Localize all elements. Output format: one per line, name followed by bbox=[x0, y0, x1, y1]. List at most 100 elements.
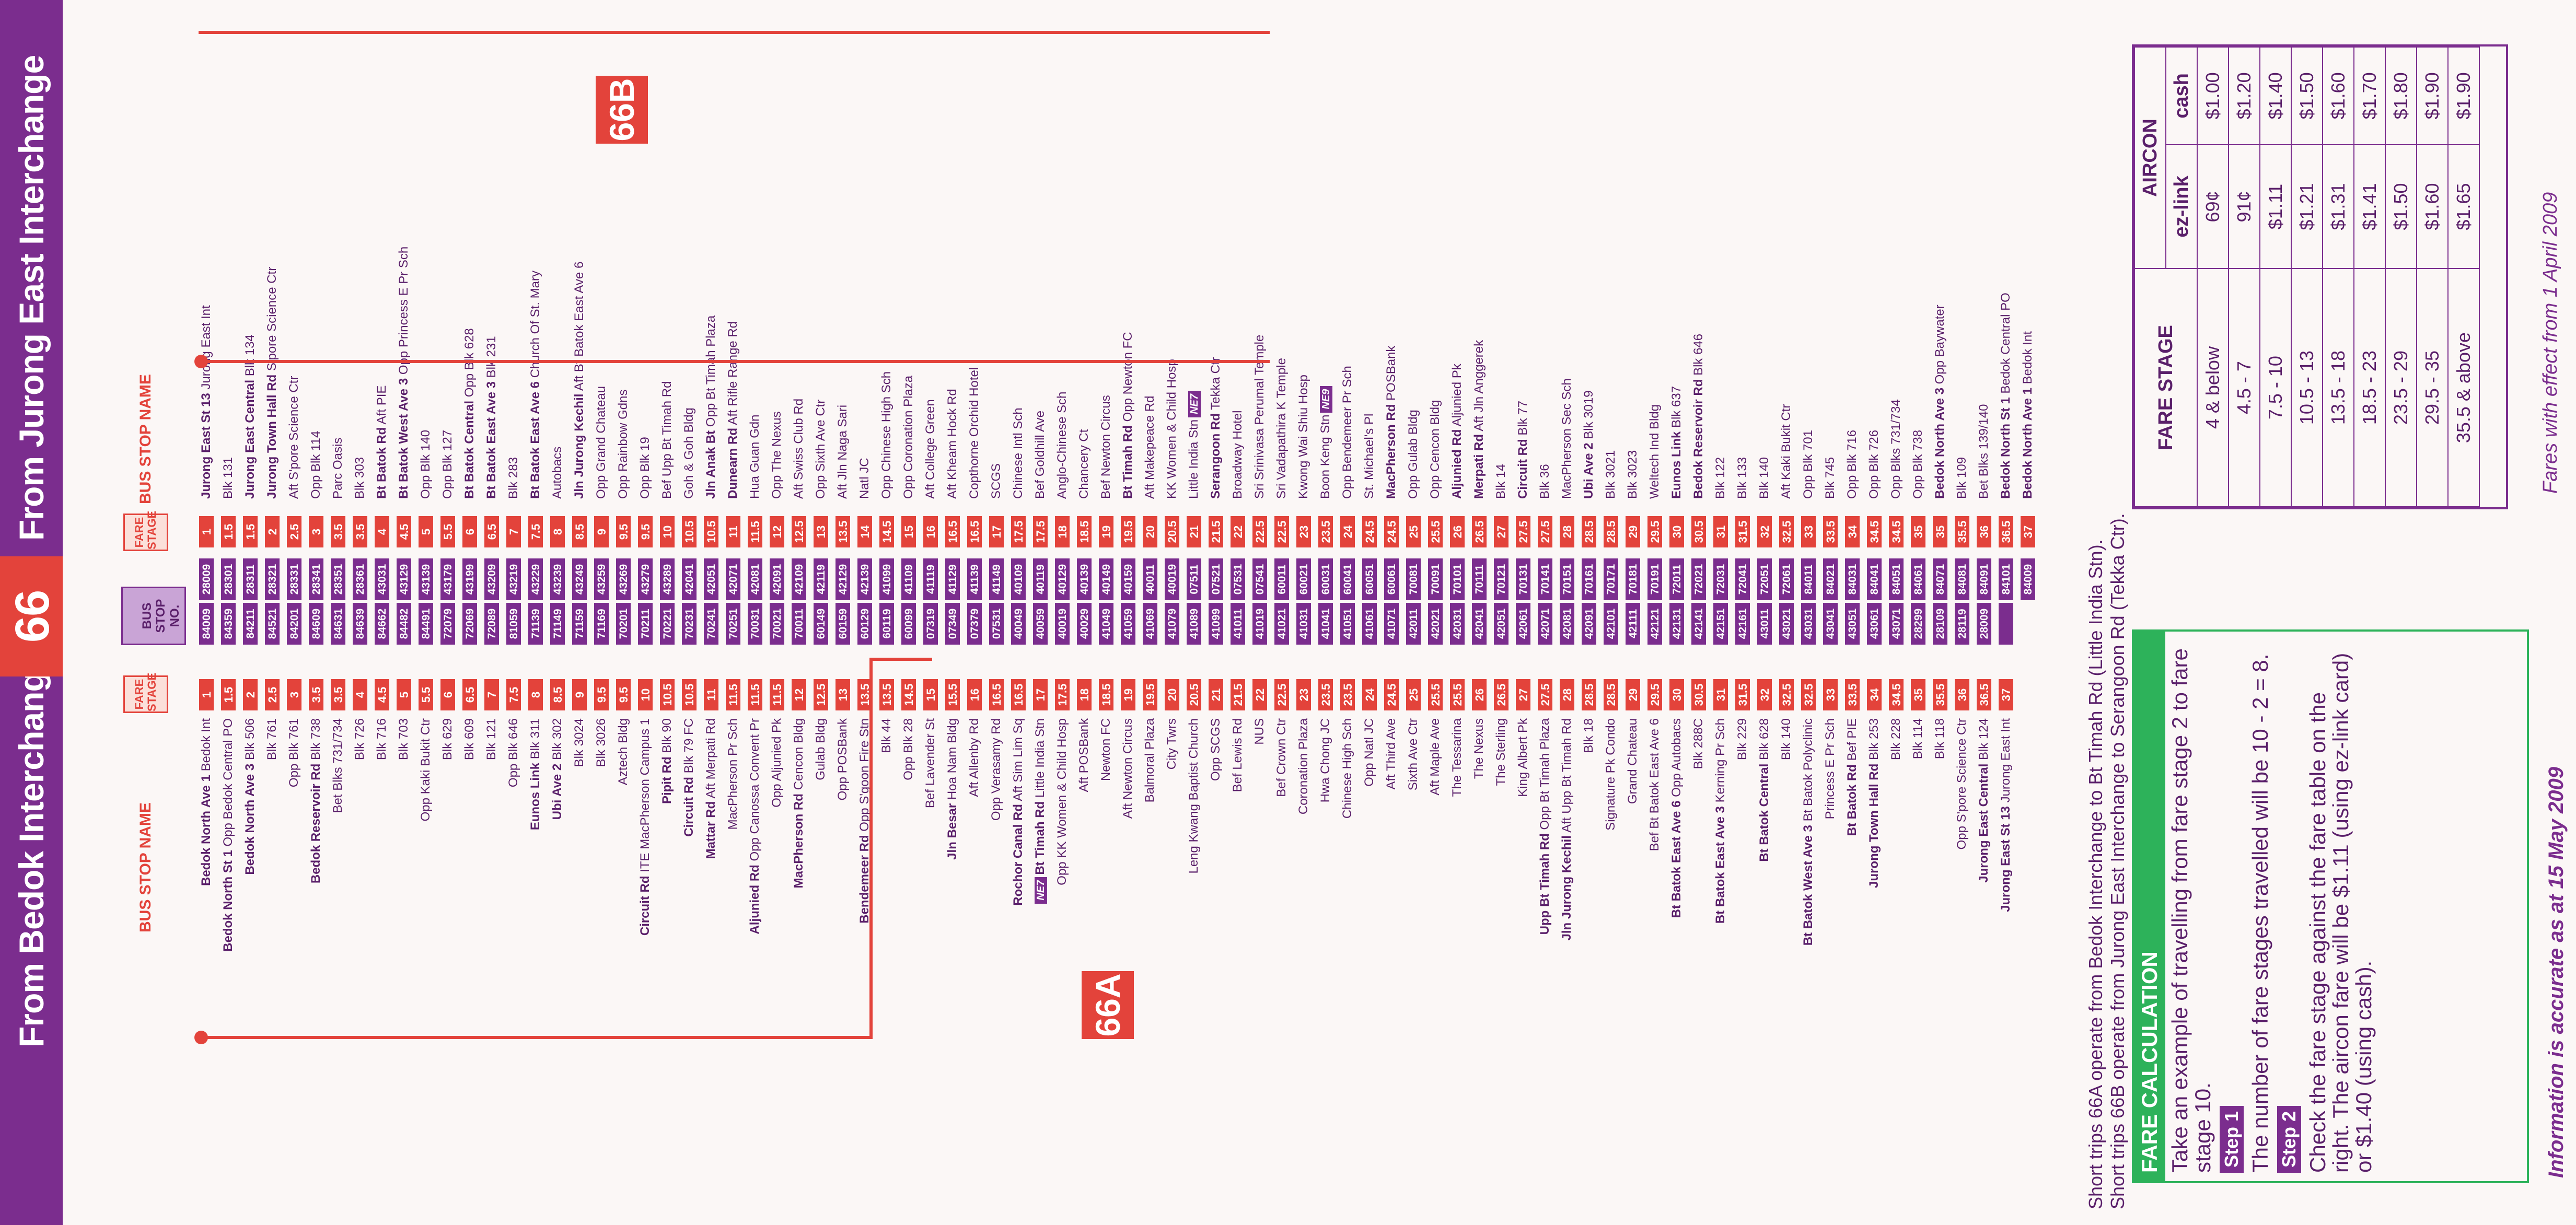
bus-stop-no-right: 43031 bbox=[374, 558, 390, 601]
stop-name-right: Anglo-Chinese Sch bbox=[1054, 50, 1070, 499]
bus-stop-no-left: 84211 bbox=[242, 602, 258, 645]
fare-calculation-intro: Take an example of travelling from fare … bbox=[2167, 648, 2215, 1173]
bus-stop-no-left: 42051 bbox=[1493, 602, 1509, 645]
stop-name-right: Jln Jurong Kechil Aft Bt Batok East Ave … bbox=[572, 50, 587, 499]
stop-name-right: Opp Blk 701 bbox=[1801, 50, 1816, 499]
bus-stop-no-right: 28311 bbox=[242, 558, 258, 601]
stop-name-right: Blk 745 bbox=[1823, 50, 1838, 499]
stop-name-left: King Albert Pk bbox=[1515, 718, 1531, 1026]
stop-place: Aft Jln Anggerek bbox=[1472, 340, 1486, 434]
fare-stage-right: 9 bbox=[594, 516, 609, 548]
bus-stop-no-right: 43229 bbox=[528, 558, 543, 601]
fare-stage-right: 37 bbox=[2020, 516, 2036, 548]
bus-stop-no-right: 84091 bbox=[1976, 558, 1992, 601]
header-bedok-title: From Bedok Interchange bbox=[12, 652, 51, 1047]
fare-stage-right: 7 bbox=[506, 516, 521, 548]
stop-place: Balmoral Plaza bbox=[1143, 718, 1157, 803]
stop-place: Aft Jln Naga Sari bbox=[836, 404, 850, 499]
stop-name-left: Bef Lavender St bbox=[923, 718, 938, 1026]
bus-stop-no-right: 70101 bbox=[1449, 558, 1465, 601]
stop-name-left: City Twrs bbox=[1164, 718, 1180, 1026]
stop-place: Blk 77 bbox=[1516, 400, 1530, 439]
stop-name-left: Blk 118 bbox=[1932, 718, 1948, 1026]
stop-road: Bedok North Ave 1 bbox=[2021, 388, 2035, 499]
stop-place: Bef PIE bbox=[1845, 718, 1859, 765]
stop-name-right: Chinese Intl Sch bbox=[1011, 50, 1026, 499]
fare-stage-left: 9 bbox=[572, 679, 587, 711]
cash-fare-cell: $1.90 bbox=[2448, 47, 2479, 145]
stop-place: NUS bbox=[1252, 718, 1267, 745]
fare-stage-right: 26.5 bbox=[1471, 516, 1487, 548]
stop-name-left: Rochor Canal Rd Aft Sim Lim Sq bbox=[1011, 718, 1026, 1026]
bus-stop-no-right: 70131 bbox=[1515, 558, 1531, 601]
bus-stop-no-right: 43269 bbox=[616, 558, 631, 601]
step2-text: Check the fare stage against the fare ta… bbox=[2305, 652, 2376, 1173]
bus-stop-no-right: 43209 bbox=[484, 558, 500, 601]
stop-name-left: Aljunied Rd Opp Canossa Convent Pr bbox=[747, 718, 763, 1026]
stop-name-left: Blk 629 bbox=[440, 718, 456, 1026]
stop-name-right: Bet Blks 139/140 bbox=[1976, 50, 1992, 499]
stop-road: Bt Timah Rd bbox=[1033, 801, 1047, 875]
stop-road: Jurong East Central bbox=[243, 379, 257, 499]
stop-name-left: Opp SCGS bbox=[1208, 718, 1224, 1026]
stop-place: Opp Natl JC bbox=[1362, 718, 1376, 787]
stop-place: Opp Chinese High Sch bbox=[879, 371, 894, 499]
fare-stage-right: 25.5 bbox=[1428, 516, 1443, 548]
bus-stop-no-right: 70121 bbox=[1493, 558, 1509, 601]
bus-stop-no-left: 41041 bbox=[1318, 602, 1333, 645]
fare-stage-left: 10 bbox=[637, 679, 653, 711]
stop-place: Opp Princess E Pr Sch bbox=[397, 246, 411, 378]
stop-place: Blk 134 bbox=[243, 334, 257, 380]
fare-table-body: 4 & below 69¢ $1.00 4.5 - 7 91¢ $1.20 7.5 - 10… bbox=[2197, 47, 2479, 507]
stop-name-right: Opp Blk 716 bbox=[1844, 50, 1860, 499]
note-66a: Short trips 66A operate from Bedok Inter… bbox=[2085, 539, 2106, 1209]
stop-place: MacPherson Sec Sch bbox=[1560, 378, 1574, 499]
stop-road: Bt Batok East Ave 6 bbox=[1669, 800, 1684, 918]
stop-place: Opp Gulab Bldg bbox=[1406, 410, 1420, 499]
fare-stage-right: 5.5 bbox=[440, 516, 456, 548]
stop-place: Jurong East Int bbox=[1999, 718, 2013, 807]
stop-name-right: Blk 303 bbox=[352, 50, 368, 499]
stop-place: Opp Bt Timah Plaza bbox=[704, 315, 718, 430]
stop-place: Little India Stn bbox=[1033, 718, 1047, 801]
stop-place: Aljunied Pk bbox=[1450, 364, 1464, 429]
fare-stage-left: 5 bbox=[396, 679, 412, 711]
bus-stop-no-right: 60031 bbox=[1318, 558, 1333, 601]
bus-stop-no-left: 42111 bbox=[1625, 602, 1641, 645]
stop-name-left: Bet Blks 731/734 bbox=[330, 718, 346, 1026]
stop-name-right: Bt Timah Rd Opp Newton FC bbox=[1120, 50, 1136, 499]
bus-stop-no-right: 42091 bbox=[769, 558, 785, 601]
fare-stage-cell: 4 & below bbox=[2197, 269, 2229, 507]
stop-place: Aft POSBank bbox=[1077, 718, 1091, 792]
stop-name-right: Natl JC bbox=[857, 50, 873, 499]
stop-name-right: Aft College Green bbox=[923, 50, 938, 499]
stop-place: Opp Blk 716 bbox=[1845, 429, 1859, 499]
stop-place: Blk 745 bbox=[1823, 457, 1837, 499]
fare-stage-left: 28 bbox=[1559, 679, 1575, 711]
fare-stage-left: 32.5 bbox=[1779, 679, 1794, 711]
fare-stage-cell: 35.5 & above bbox=[2448, 269, 2479, 507]
fare-stage-right: 8.5 bbox=[572, 516, 587, 548]
fare-stage-right: 36.5 bbox=[1998, 516, 2014, 548]
bus-stop-no-right: 42071 bbox=[725, 558, 741, 601]
stop-road: Bt Batok East Ave 3 bbox=[1713, 806, 1727, 924]
bus-stop-no-left: 84662 bbox=[374, 602, 390, 645]
bus-stop-no-right: 60041 bbox=[1340, 558, 1355, 601]
bus-stop-no-right: 43199 bbox=[462, 558, 478, 601]
bus-stop-no-left: 84491 bbox=[418, 602, 434, 645]
fare-stage-right: 3.5 bbox=[330, 516, 346, 548]
bus-stop-no-right: 84011 bbox=[1801, 558, 1816, 601]
bus-stop-no-left: 41031 bbox=[1296, 602, 1312, 645]
bus-stop-no-right: 41099 bbox=[879, 558, 895, 601]
fare-stage-cell: 13.5 - 18 bbox=[2323, 269, 2354, 507]
stop-name-right: Goh & Goh Bldg bbox=[681, 50, 697, 499]
fare-stage-left: 25.5 bbox=[1428, 679, 1443, 711]
bus-stop-no-right: 43129 bbox=[396, 558, 412, 601]
fare-stage-right: 35.5 bbox=[1954, 516, 1970, 548]
stop-place: The Sterling bbox=[1494, 718, 1508, 786]
fare-stage-left: 7.5 bbox=[506, 679, 521, 711]
bus-stop-no-right: 70081 bbox=[1406, 558, 1421, 601]
fare-stage-left: 32 bbox=[1757, 679, 1772, 711]
fare-stage-left: 6.5 bbox=[462, 679, 478, 711]
